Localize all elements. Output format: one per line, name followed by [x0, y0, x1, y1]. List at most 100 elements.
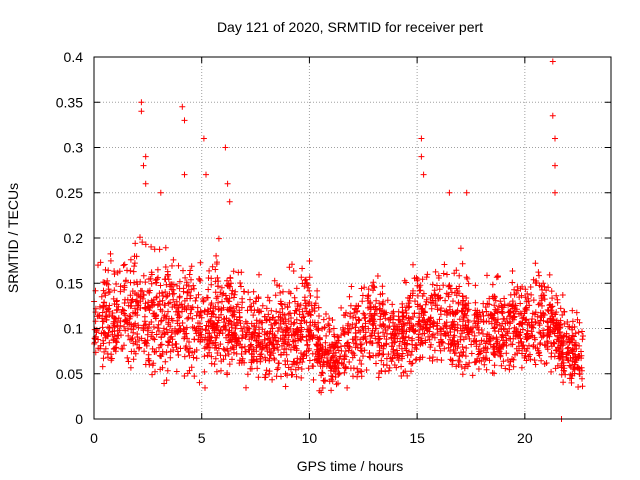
- data-point: [203, 171, 209, 178]
- data-point: [233, 303, 240, 310]
- data-point: [462, 353, 469, 360]
- data-point: [129, 335, 136, 342]
- data-point: [113, 281, 120, 287]
- data-point: [288, 366, 294, 373]
- data-point: [503, 350, 510, 357]
- data-point: [389, 354, 396, 361]
- data-point: [533, 279, 540, 286]
- data-point: [514, 283, 521, 290]
- data-point: [289, 338, 296, 345]
- data-point: [328, 387, 335, 394]
- data-point: [409, 348, 415, 355]
- data-point: [298, 326, 305, 333]
- data-point: [570, 333, 577, 340]
- data-point: [187, 310, 194, 317]
- data-point: [458, 363, 465, 370]
- data-point: [111, 287, 118, 294]
- data-point: [218, 305, 225, 312]
- data-point: [395, 352, 402, 359]
- data-point: [436, 339, 442, 346]
- data-point: [404, 340, 411, 347]
- data-point: [248, 331, 255, 338]
- data-point: [118, 345, 125, 352]
- data-point: [466, 359, 473, 366]
- data-point: [552, 189, 558, 196]
- data-point: [151, 348, 158, 355]
- data-point: [513, 328, 520, 335]
- data-point: [97, 259, 104, 266]
- data-point: [170, 256, 177, 263]
- data-point: [286, 299, 293, 306]
- data-point: [106, 308, 113, 315]
- data-point: [459, 344, 466, 350]
- data-point: [437, 307, 444, 314]
- data-point: [272, 292, 279, 299]
- data-point: [352, 329, 359, 336]
- data-point: [474, 323, 481, 329]
- data-point: [429, 295, 436, 302]
- data-point: [271, 277, 278, 284]
- data-point: [406, 295, 413, 302]
- data-point: [178, 301, 185, 308]
- data-point: [320, 359, 327, 366]
- data-point: [233, 350, 240, 357]
- data-point: [185, 302, 192, 309]
- data-point: [511, 286, 518, 293]
- data-point: [468, 325, 474, 332]
- data-point: [489, 281, 496, 288]
- data-point: [106, 324, 113, 331]
- data-point: [517, 300, 524, 307]
- data-point: [343, 309, 349, 316]
- data-point: [356, 357, 363, 364]
- data-point: [170, 347, 177, 353]
- data-point: [566, 362, 573, 369]
- y-tick-labels: 0 0.05 0.1 0.15 0.2 0.25 0.3 0.35 0.4: [56, 49, 83, 427]
- data-point: [125, 302, 132, 309]
- data-point: [479, 309, 486, 316]
- data-point: [307, 292, 314, 299]
- data-point: [142, 300, 149, 307]
- data-point: [420, 317, 427, 324]
- data-point: [346, 359, 353, 365]
- data-point: [532, 260, 539, 267]
- data-point: [121, 286, 128, 293]
- data-point: [561, 308, 567, 315]
- data-point: [230, 268, 237, 275]
- data-point: [376, 350, 383, 357]
- data-point: [579, 328, 585, 335]
- data-point: [168, 327, 175, 334]
- data-point: [130, 323, 137, 330]
- data-point: [137, 234, 143, 241]
- data-point: [238, 283, 244, 290]
- data-point: [115, 315, 122, 322]
- data-point: [285, 318, 292, 325]
- data-point: [155, 321, 162, 328]
- data-point: [507, 291, 514, 298]
- data-point: [394, 350, 401, 357]
- data-point: [280, 340, 287, 347]
- data-point: [279, 311, 286, 318]
- data-point: [162, 358, 169, 365]
- data-point: [512, 308, 519, 315]
- data-point: [498, 308, 505, 315]
- data-point: [129, 288, 136, 295]
- data-point: [108, 357, 115, 364]
- data-point: [222, 322, 229, 329]
- data-point: [148, 243, 155, 250]
- data-point: [254, 365, 261, 372]
- data-point: [217, 327, 224, 334]
- data-point: [121, 261, 128, 268]
- data-point: [159, 348, 166, 355]
- data-point: [421, 330, 428, 337]
- data-point: [208, 300, 215, 307]
- data-point: [497, 298, 504, 305]
- data-point: [526, 333, 532, 340]
- data-point: [354, 373, 361, 380]
- data-point: [184, 289, 191, 296]
- data-point: [257, 353, 264, 360]
- data-point: [181, 373, 188, 379]
- data-point: [528, 291, 535, 298]
- data-point: [293, 345, 300, 352]
- data-point: [157, 366, 164, 373]
- data-point: [292, 366, 299, 373]
